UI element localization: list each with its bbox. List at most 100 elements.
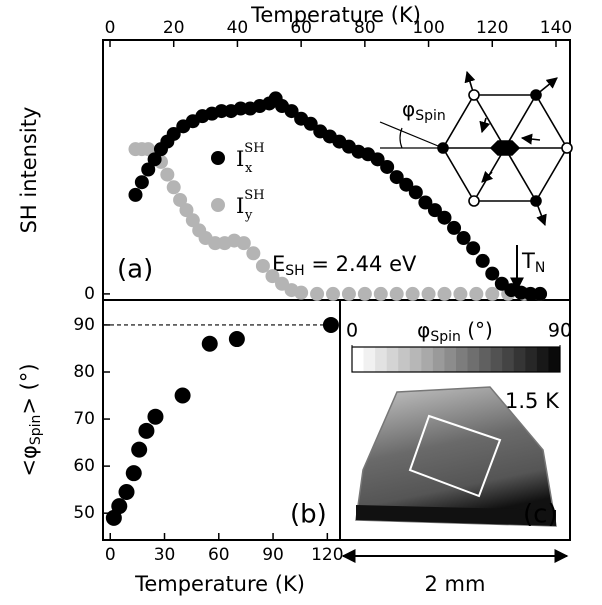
temperature-label: 1.5 K <box>505 389 560 413</box>
energy-rest: = 2.44 eV <box>305 252 417 276</box>
colorbar-step <box>421 347 434 372</box>
data-point <box>373 286 388 301</box>
ylabel-post: > (°) <box>17 363 41 414</box>
data-point <box>447 220 462 235</box>
data-point <box>255 258 270 273</box>
data-point <box>357 286 372 301</box>
data-point <box>246 246 261 261</box>
data-point <box>134 175 149 190</box>
legend-sup: SH <box>244 141 264 156</box>
colorbar-step <box>536 347 549 372</box>
energy-sub: SH <box>285 263 304 279</box>
colorbar-step <box>456 347 469 372</box>
legend-sup: SH <box>244 188 264 203</box>
colorbar-step <box>352 347 365 372</box>
x-tick-label: 30 <box>154 545 176 565</box>
x-tick-label: 60 <box>208 545 230 565</box>
cbar-rest: (°) <box>461 318 493 342</box>
x-tick-label: 60 <box>290 18 312 38</box>
data-point <box>166 126 181 141</box>
data-point <box>236 236 251 251</box>
colorbar-step <box>525 347 538 372</box>
data-point <box>201 335 218 352</box>
data-point <box>453 286 468 301</box>
colorbar-step <box>513 347 526 372</box>
colorbar-step <box>375 347 388 372</box>
data-point <box>469 286 484 301</box>
colorbar-step <box>432 347 445 372</box>
colorbar-step <box>467 347 480 372</box>
sample-edge <box>356 505 556 526</box>
x-tick-label: 0 <box>105 18 116 38</box>
data-point <box>141 162 156 177</box>
spin-diagram <box>379 70 573 227</box>
colorbar-tick-label: 90 <box>548 320 572 342</box>
colorbar-step <box>444 347 457 372</box>
data-point <box>437 210 452 225</box>
x-tick-label: 0 <box>105 545 116 565</box>
data-point <box>389 286 404 301</box>
data-point <box>294 285 309 300</box>
data-point <box>325 286 340 301</box>
x-tick-label: 140 <box>540 18 572 38</box>
legend-sub: x <box>245 161 253 176</box>
legend-label: ISH y <box>236 188 265 223</box>
data-point <box>179 203 194 218</box>
y-tick-label: 80 <box>73 362 95 382</box>
colorbar-step <box>502 347 515 372</box>
data-point <box>131 441 148 458</box>
colorbar-step <box>490 347 503 372</box>
data-point <box>533 286 548 301</box>
data-point <box>456 231 471 246</box>
legend-sub: y <box>244 208 253 223</box>
data-point <box>370 152 385 167</box>
panel-label: (a) <box>117 255 153 285</box>
angle-sub: Spin <box>415 108 446 124</box>
cbar-sub: Spin <box>430 329 461 345</box>
panel-c-frame <box>339 299 571 541</box>
y-tick-label: 90 <box>73 315 95 335</box>
x-tick-label: 80 <box>354 18 376 38</box>
y-axis-title: <φSpin> (°) <box>17 363 44 476</box>
data-point <box>125 465 142 482</box>
panel-label: (b) <box>290 500 327 530</box>
legend-main: I <box>236 194 244 218</box>
x-tick-label: 20 <box>163 18 185 38</box>
colorbar-step <box>363 347 376 372</box>
colorbar-step <box>479 347 492 372</box>
data-point <box>284 104 299 119</box>
data-point <box>138 422 155 439</box>
legend-marker <box>211 151 225 165</box>
colorbar-label: φSpin (°) <box>417 318 493 346</box>
data-point <box>160 167 175 182</box>
x-axis-title: Temperature (K) <box>250 3 421 27</box>
panel-label: (c) <box>523 500 558 530</box>
legend-label: ISH x <box>236 141 265 176</box>
angle-label: φSpin <box>402 97 446 125</box>
data-point <box>111 498 128 515</box>
neel-sub: N <box>535 260 545 276</box>
data-point <box>173 192 188 207</box>
data-point <box>185 213 200 228</box>
data-point <box>380 159 395 174</box>
neel-label: TN <box>521 249 545 276</box>
ylabel-pre: <φ <box>17 445 41 476</box>
data-point <box>265 269 280 284</box>
neel-main: T <box>521 249 535 273</box>
data-point <box>341 286 356 301</box>
data-point <box>437 286 452 301</box>
data-point <box>399 177 414 192</box>
y-tick-label: 0 <box>84 284 95 304</box>
x-tick-label: 90 <box>262 545 284 565</box>
data-point <box>408 185 423 200</box>
colorbar-step <box>548 347 561 372</box>
angle-main: φ <box>402 97 415 121</box>
data-point <box>418 195 433 210</box>
data-point <box>166 180 181 195</box>
data-point <box>118 484 135 500</box>
data-point <box>485 266 500 281</box>
colorbar-step <box>386 347 399 372</box>
x-tick-label: 120 <box>476 18 508 38</box>
data-point <box>389 170 404 185</box>
